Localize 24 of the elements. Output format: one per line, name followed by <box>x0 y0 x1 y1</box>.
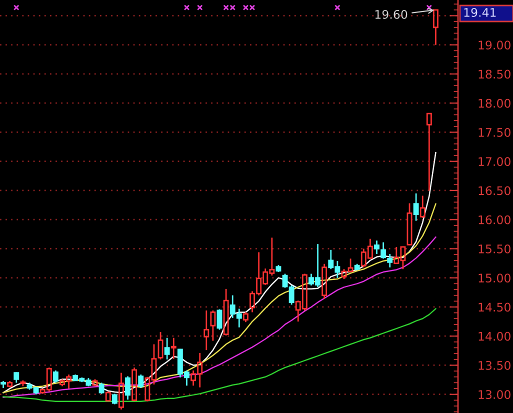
y-tick-label: 18.00 <box>478 98 510 108</box>
y-tick-label: 14.00 <box>478 332 510 341</box>
annotation: 19.60 <box>375 10 408 19</box>
candlestick <box>204 310 210 351</box>
y-tick-label: 16.50 <box>478 186 510 196</box>
candlestick <box>387 253 393 268</box>
y-tick-label: 15.00 <box>478 274 510 283</box>
line-series <box>2 236 436 398</box>
y-tick-label: 17.50 <box>478 128 510 137</box>
y-tick-label: 19.00 <box>478 40 510 50</box>
y-tick-label: 13.50 <box>478 360 510 370</box>
candlestick <box>170 337 176 360</box>
y-tick-label: 17.00 <box>478 157 510 166</box>
text: 19.41 <box>464 8 496 17</box>
candlestick <box>432 9 438 46</box>
y-tick-label: 13.00 <box>478 390 510 400</box>
candlestick <box>413 192 419 222</box>
line-series <box>2 308 436 402</box>
y-tick-label: 18.50 <box>478 70 510 79</box>
y-tick-label: 15.50 <box>478 244 510 254</box>
y-tick-label: 14.50 <box>478 302 510 312</box>
candlestick <box>426 112 432 192</box>
y-tick-label: 16.00 <box>478 215 510 224</box>
candlestick <box>164 337 170 360</box>
